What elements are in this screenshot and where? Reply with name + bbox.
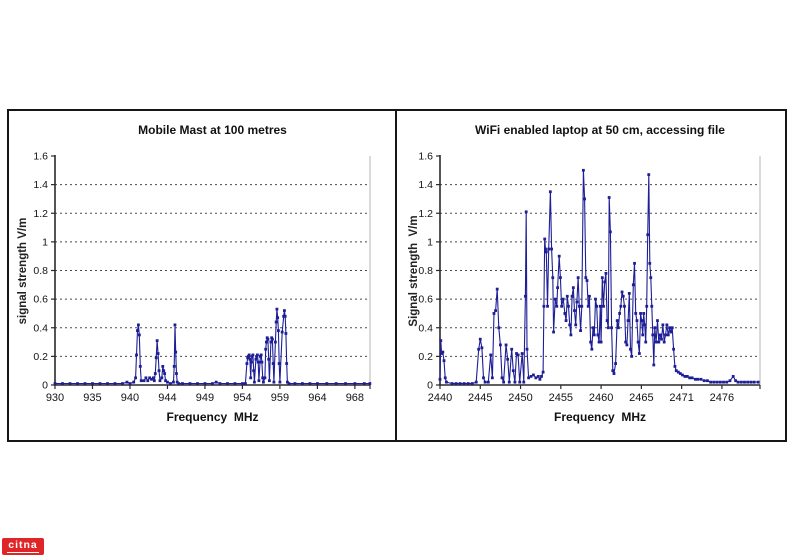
citna-watermark-logo: citna xyxy=(2,538,44,555)
chart-title: Mobile Mast at 100 metres xyxy=(138,123,287,137)
svg-text:1.2: 1.2 xyxy=(33,208,48,220)
svg-text:0.2: 0.2 xyxy=(33,351,48,363)
svg-text:2460: 2460 xyxy=(589,392,613,404)
x-axis-label: Frequency MHz xyxy=(553,410,646,424)
mobile-mast-plot-svg: 0 0.2 0.4 0.6 0.8 1 1.2 1.4 1.6 930 935 940 944 949 95… xyxy=(33,151,372,404)
svg-text:1.2: 1.2 xyxy=(418,208,433,220)
svg-text:1.4: 1.4 xyxy=(418,179,433,191)
svg-text:0: 0 xyxy=(42,380,48,392)
x-axis-label: Frequency MHz xyxy=(166,410,259,424)
svg-text:0.6: 0.6 xyxy=(33,294,48,306)
chart-title: WiFi enabled laptop at 50 cm, accessing … xyxy=(475,123,725,137)
svg-text:2455: 2455 xyxy=(549,392,573,404)
svg-text:2471: 2471 xyxy=(669,392,693,404)
svg-text:1.6: 1.6 xyxy=(33,151,48,163)
chart-wifi-laptop: WiFi enabled laptop at 50 cm, accessing … xyxy=(397,111,785,440)
svg-text:954: 954 xyxy=(233,392,251,404)
svg-text:0.4: 0.4 xyxy=(418,322,433,334)
svg-text:935: 935 xyxy=(83,392,101,404)
svg-text:2445: 2445 xyxy=(468,392,492,404)
svg-text:968: 968 xyxy=(346,392,364,404)
citna-logo-text: citna xyxy=(7,539,39,553)
chart-mobile-mast: Mobile Mast at 100 metres signal strengt… xyxy=(9,111,395,440)
panel-divider xyxy=(395,111,397,440)
svg-text:1.4: 1.4 xyxy=(33,179,48,191)
svg-text:1.6: 1.6 xyxy=(418,151,433,163)
wifi-laptop-plot-svg: 0 0.2 0.4 0.6 0.8 1 1.2 1.4 1.6 2440 2445 2450 2455 2… xyxy=(418,151,761,404)
svg-text:2450: 2450 xyxy=(508,392,532,404)
svg-text:0: 0 xyxy=(427,380,433,392)
svg-text:0.2: 0.2 xyxy=(418,351,433,363)
svg-text:0.6: 0.6 xyxy=(418,294,433,306)
svg-text:0.4: 0.4 xyxy=(33,322,48,334)
svg-text:1: 1 xyxy=(42,236,48,248)
svg-text:0.8: 0.8 xyxy=(33,265,48,277)
svg-text:940: 940 xyxy=(121,392,139,404)
svg-text:0.8: 0.8 xyxy=(418,265,433,277)
charts-panel: Mobile Mast at 100 metres signal strengt… xyxy=(7,109,787,442)
svg-text:2465: 2465 xyxy=(629,392,653,404)
svg-text:959: 959 xyxy=(271,392,289,404)
svg-text:2440: 2440 xyxy=(428,392,452,404)
svg-text:944: 944 xyxy=(158,392,176,404)
svg-text:2476: 2476 xyxy=(710,392,734,404)
svg-text:949: 949 xyxy=(196,392,214,404)
svg-text:1: 1 xyxy=(427,236,433,248)
svg-text:930: 930 xyxy=(46,392,64,404)
svg-text:964: 964 xyxy=(308,392,326,404)
